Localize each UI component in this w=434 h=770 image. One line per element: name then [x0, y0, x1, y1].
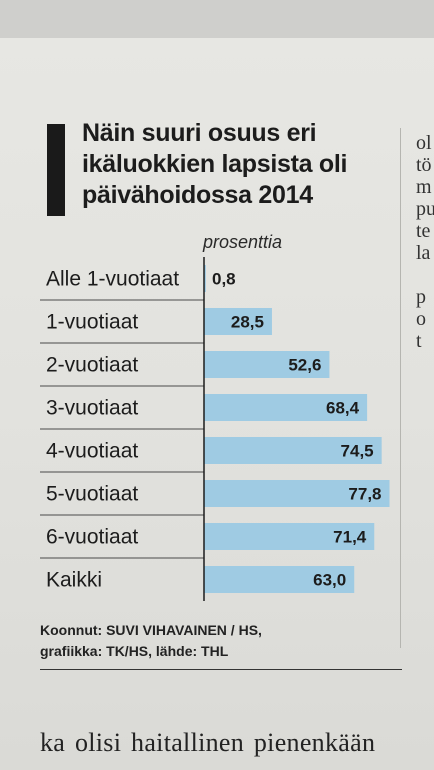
side-text-line: m — [416, 176, 432, 198]
value-label: 52,6 — [288, 356, 321, 375]
side-text-line: tö — [416, 154, 432, 176]
bar — [204, 437, 382, 464]
side-text-line: p — [416, 286, 426, 308]
category-label: 2-vuotiaat — [46, 354, 138, 377]
category-label: 1-vuotiaat — [46, 311, 138, 334]
category-label: 4-vuotiaat — [46, 440, 138, 463]
value-label: 63,0 — [313, 571, 346, 590]
bar — [204, 308, 272, 335]
value-label: 68,4 — [326, 399, 360, 418]
title-accent-bar — [47, 124, 65, 216]
side-text-line: t — [416, 330, 422, 352]
side-text-line: pu — [416, 198, 434, 220]
bar — [204, 523, 375, 550]
category-label: 3-vuotiaat — [46, 397, 138, 420]
bar — [204, 351, 330, 378]
column-divider — [400, 128, 401, 648]
credit-line-1: Koonnut: SUVI VIHAVAINEN / HS, — [40, 622, 262, 638]
adjacent-column-text: ol tö m pu te la p o t — [416, 132, 434, 352]
bar — [204, 265, 206, 292]
side-text-line: te — [416, 220, 431, 242]
value-label: 28,5 — [231, 313, 264, 332]
bar — [204, 394, 368, 421]
chart-title: Näin suuri osuus eri ikäluokkien lapsist… — [82, 119, 348, 209]
bar — [204, 480, 390, 507]
credit-line-2: grafiikka: TK/HS, lähde: THL — [40, 643, 229, 659]
category-label: Kaikki — [46, 569, 102, 592]
side-text-line: ol — [416, 132, 432, 154]
category-label: 5-vuotiaat — [46, 483, 138, 506]
side-text-line: o — [416, 308, 426, 330]
value-label: 77,8 — [348, 485, 381, 504]
article-body-text: ka olisi haitallinen pienenkään — [40, 728, 376, 757]
side-text-line: la — [416, 242, 431, 264]
category-label: 6-vuotiaat — [46, 526, 138, 549]
value-label: 0,8 — [212, 270, 236, 289]
unit-label: prosenttia — [203, 232, 283, 252]
category-label: Alle 1-vuotiaat — [46, 268, 179, 291]
value-label: 71,4 — [333, 528, 367, 547]
bar — [204, 566, 355, 593]
chart-credits: Koonnut: SUVI VIHAVAINEN / HS, grafiikka… — [40, 620, 400, 662]
credits-rule — [40, 669, 402, 670]
side-text-line — [416, 264, 434, 286]
value-label: 74,5 — [341, 442, 374, 461]
